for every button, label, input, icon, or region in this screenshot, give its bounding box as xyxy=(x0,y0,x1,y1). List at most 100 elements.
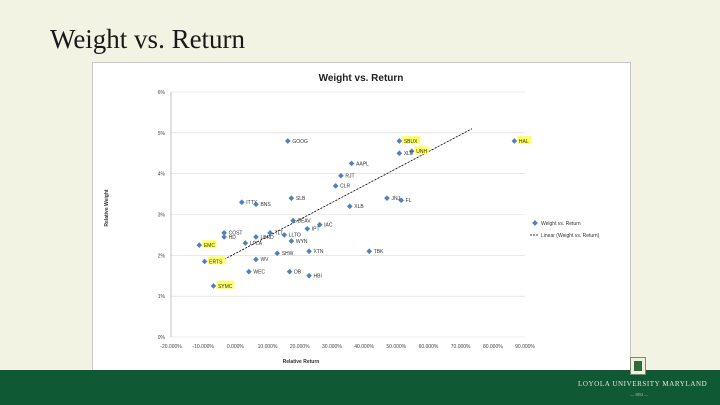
data-label-hbi: HBI xyxy=(314,274,322,280)
scatter-chart: Weight vs. Return Relative Weight Relati… xyxy=(104,73,600,365)
y-tick-label: 5% xyxy=(158,131,166,137)
data-label-clr: CLR xyxy=(340,184,350,190)
x-tick-label: -20.000% xyxy=(160,344,182,350)
chart-frame: Weight vs. Return Relative Weight Relati… xyxy=(92,62,631,372)
x-tick-label: 30.000% xyxy=(322,344,342,350)
data-label-hd: HD xyxy=(229,235,237,241)
data-point-ipt xyxy=(304,225,311,232)
footer-bar xyxy=(0,370,720,405)
legend: Weight vs. Return Linear (Weight vs. Retu… xyxy=(530,220,600,239)
x-tick-label: -10.000% xyxy=(192,344,214,350)
data-point-tlt xyxy=(267,230,273,236)
data-point-jnj xyxy=(384,195,390,201)
data-point-llto xyxy=(281,232,288,238)
data-label-aapl: AAPL xyxy=(356,161,369,167)
y-tick-label: 3% xyxy=(158,213,166,219)
data-label-jnj: JNJ xyxy=(391,196,400,202)
data-label-db: DB xyxy=(294,269,302,275)
grid-lines xyxy=(170,91,525,338)
slide-title: Weight vs. Return xyxy=(50,24,246,54)
data-point-hd xyxy=(221,234,227,240)
data-point-cost xyxy=(221,230,227,236)
y-tick-label: 4% xyxy=(158,172,166,178)
data-label-emc: EMC xyxy=(204,243,216,249)
data-label-ittx: ITTX xyxy=(246,200,257,206)
university-seal-icon xyxy=(630,357,646,375)
data-point-tbk xyxy=(366,248,373,255)
data-label-hal: HAL xyxy=(519,139,529,145)
x-tick-labels: -20.000% -10.000% 0.000% 10.000% 20.000% 30.0… xyxy=(160,344,535,350)
x-tick-label: 80.000% xyxy=(483,344,503,350)
data-point-lbrd xyxy=(253,234,259,240)
chart-title: Weight vs. Return xyxy=(319,73,404,84)
legend-entry: Linear (Weight vs. Return) xyxy=(541,233,600,239)
label-highlight xyxy=(402,136,421,144)
data-point-fl xyxy=(398,197,404,204)
x-tick-label: 0.000% xyxy=(227,344,245,350)
data-point-wv xyxy=(253,256,259,263)
data-point-db xyxy=(286,268,293,275)
data-point-lpla xyxy=(242,240,249,246)
data-point-wyn xyxy=(288,238,295,244)
data-label-lpla: LPLA xyxy=(250,241,263,247)
y-tick-label: 0% xyxy=(158,335,166,341)
data-label-shw: SHW xyxy=(282,251,294,257)
data-label-wyn: WYN xyxy=(296,239,308,245)
data-label-xtn: XTN xyxy=(314,249,324,255)
data-label-cost: COST xyxy=(229,231,243,237)
data-label-unh: UNH xyxy=(416,149,427,155)
data-point-beav xyxy=(290,217,296,224)
y-axis-label: Relative Weight xyxy=(104,189,110,226)
data-point-erts xyxy=(201,258,208,265)
data-label-wec: WEC xyxy=(253,269,265,275)
data-point-wec xyxy=(246,268,252,275)
footer-university-name: Loyola University Maryland xyxy=(578,380,708,388)
data-point-bns xyxy=(253,201,259,208)
x-tick-label: 60.000% xyxy=(419,344,439,350)
data-label-xle: XLE xyxy=(404,151,414,157)
data-label-lbrd: LBRD xyxy=(260,235,274,241)
data-label-iac: IAC xyxy=(324,223,333,229)
legend-entry: Weight vs. Return xyxy=(541,221,581,227)
trendline xyxy=(223,128,473,260)
x-tick-label: 10.000% xyxy=(258,344,278,350)
data-point-aapl xyxy=(348,160,355,167)
label-highlight xyxy=(216,280,235,289)
data-label-tbk: TBK xyxy=(374,249,384,255)
data-point-hbi xyxy=(306,272,312,279)
legend-marker xyxy=(532,220,538,226)
data-point-symc xyxy=(210,283,217,289)
footer-founded: — 1852 — xyxy=(630,392,648,397)
data-point-hal xyxy=(511,138,518,144)
data-point-clr xyxy=(332,183,339,189)
x-tick-label: 90.000% xyxy=(515,344,535,350)
data-point-emc xyxy=(196,242,203,248)
data-label-erts: ERTS xyxy=(209,259,223,265)
y-tick-label: 1% xyxy=(158,294,166,300)
x-tick-label: 70.000% xyxy=(451,344,471,350)
data-label-tlt: TLT xyxy=(275,231,284,237)
data-label-beav: BEAV xyxy=(298,218,312,224)
data-label-fl: FL xyxy=(406,198,412,204)
x-tick-label: 50.000% xyxy=(386,344,406,350)
data-label-symc: SYMC xyxy=(218,284,233,290)
x-tick-label: 40.000% xyxy=(354,344,374,350)
y-tick-label: 6% xyxy=(158,90,166,96)
data-label-xlb: XLB xyxy=(354,204,364,210)
y-tick-labels: 0% 1% 2% 3% 4% 5% 6% xyxy=(158,90,166,341)
data-label-rjt: RJT xyxy=(345,174,354,180)
x-tick-label: 20.000% xyxy=(290,344,310,350)
data-point-unh xyxy=(408,148,415,155)
data-label-wv: WV xyxy=(260,257,269,263)
data-label-slb: SLB xyxy=(296,196,306,202)
data-point-xlb xyxy=(346,203,353,210)
label-highlight xyxy=(414,146,429,155)
data-point-goog xyxy=(284,138,291,144)
data-label-llto: LLTO xyxy=(289,233,301,239)
data-point-xtn xyxy=(306,248,312,255)
data-point-ittx xyxy=(238,199,245,206)
data-point-iac xyxy=(316,221,323,228)
label-highlight xyxy=(202,240,217,249)
data-point-rjt xyxy=(338,172,344,179)
data-point-xle xyxy=(396,150,403,157)
